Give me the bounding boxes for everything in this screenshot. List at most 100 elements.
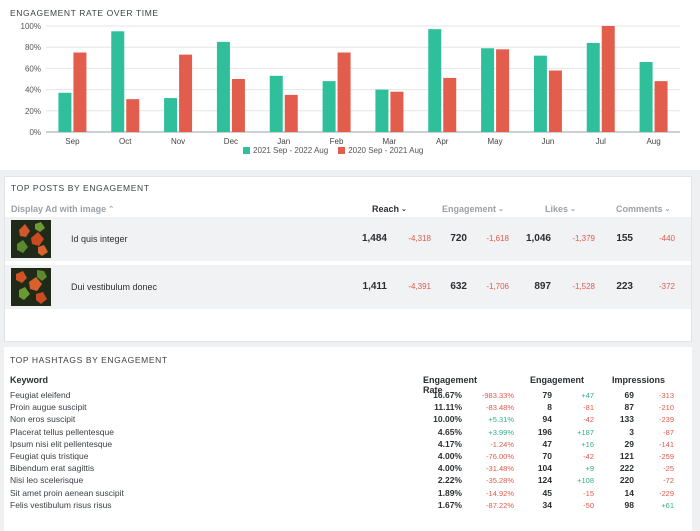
comments-delta: -372	[658, 282, 675, 291]
leaf-image-icon	[11, 220, 51, 258]
bar-current	[586, 42, 600, 132]
bar-previous	[126, 99, 140, 132]
bar-current	[164, 98, 178, 132]
hashtag-row[interactable]: Ipsum nisi elit pellentesque 4.17% -1.24% 4…	[4, 439, 692, 451]
x-tick-label: Jan	[277, 137, 290, 146]
legend-item-current[interactable]: 2021 Sep - 2022 Aug	[243, 146, 328, 155]
impressions-delta: -313	[658, 391, 674, 400]
posts-table-header: Display Ad with image ⌃ Reach ⌄ Engageme…	[5, 204, 691, 218]
engagement-rate-value: 11.11%	[434, 402, 462, 413]
hashtag-row[interactable]: Feugiat quis tristique 4.00% -76.00% 70 -42 1…	[4, 451, 692, 463]
engagement-rate-value: 1.67%	[437, 499, 462, 510]
bar-previous	[73, 52, 87, 132]
bar-previous	[179, 54, 193, 133]
x-tick-label: Nov	[171, 137, 185, 146]
chevron-down-icon: ⌄	[498, 206, 504, 213]
reach-value: 1,484	[361, 233, 387, 244]
engagement-sort[interactable]: Engagement ⌄	[442, 204, 504, 214]
likes-sort[interactable]: Likes ⌄	[545, 204, 576, 214]
hashtag-row[interactable]: Proin augue suscipit 11.11% -83.48% 8 -81 87 -…	[4, 402, 692, 414]
comments-header-label: Comments	[616, 204, 663, 214]
bar-previous	[496, 49, 510, 132]
engagement-value: 45	[542, 487, 552, 498]
hashtag-keyword: Felis vestibulum risus risus	[10, 499, 112, 510]
impressions-value: 14	[624, 487, 634, 498]
engagement-rate-delta: -87.22%	[486, 500, 514, 510]
bar-previous	[443, 77, 457, 132]
bar-previous	[337, 52, 351, 132]
bar-current	[428, 29, 442, 132]
hashtag-row[interactable]: Non eros suscipit 10.00% +5.31% 94 -42 133 -23…	[4, 414, 692, 426]
impressions-header[interactable]: Impressions	[612, 375, 666, 385]
engagement-value: 8	[547, 402, 552, 413]
keyword-header[interactable]: Keyword	[10, 375, 49, 385]
engagement-value: 70	[542, 451, 552, 461]
impressions-delta: -259	[658, 452, 674, 461]
comments-sort[interactable]: Comments ⌄	[616, 204, 670, 214]
y-tick-label: 60%	[25, 64, 41, 73]
post-title[interactable]: Id quis integer	[71, 234, 128, 244]
x-tick-label: Feb	[330, 137, 344, 146]
engagement-rate-value: 1.89%	[437, 487, 462, 498]
likes-delta: -1,528	[572, 282, 595, 291]
legend-item-previous[interactable]: 2020 Sep - 2021 Aug	[338, 146, 423, 155]
engagement-header-label: Engagement	[442, 204, 497, 214]
post-row[interactable]: Dui vestibulum donec 1,411 -4,391 632 -1…	[5, 265, 691, 309]
post-thumbnail[interactable]	[11, 268, 51, 306]
engagement-delta: -42	[583, 415, 594, 425]
impressions-value: 87	[624, 402, 634, 413]
engagement-rate-delta: -1.24%	[490, 439, 514, 449]
impressions-delta: -141	[658, 439, 674, 449]
engagement-value: 34	[542, 499, 552, 510]
bar-current	[533, 55, 547, 132]
legend-swatch-current	[243, 147, 250, 154]
hashtags-table-header: Keyword Engagement Rate ⌄ Engagement Imp…	[4, 375, 692, 395]
engagement-rate-delta: -983.33%	[481, 391, 514, 400]
engagement-chart: 0% 20% 40% 60% 80% 100% Sep Oct Nov Dec Jan Feb Mar A…	[21, 22, 680, 146]
hashtag-engagement-header[interactable]: Engagement	[530, 375, 585, 385]
hashtag-row[interactable]: Feugiat eleifend 16.67% -983.33% 79 +47 69 -31…	[4, 390, 692, 402]
engagement-delta: +9	[585, 464, 594, 474]
engagement-value: 124	[537, 475, 552, 486]
chevron-up-icon: ⌃	[108, 206, 115, 213]
bar-current	[269, 75, 283, 132]
x-tick-label: Apr	[436, 137, 449, 146]
display-ad-sort[interactable]: Display Ad with image ⌃	[11, 204, 114, 214]
engagement-rate-delta: -76.00%	[486, 452, 514, 461]
chevron-down-icon: ⌄	[423, 376, 429, 383]
impressions-value: 98	[624, 499, 634, 510]
engagement-rate-value: 2.22%	[437, 475, 462, 486]
hashtag-row[interactable]: Nisi leo scelerisque 2.22% -35.28% 124 +108 2…	[4, 475, 692, 487]
bar-previous	[231, 79, 245, 132]
y-tick-label: 0%	[29, 128, 41, 137]
hashtag-row[interactable]: Bibendum erat sagittis 4.00% -31.48% 104 +9 2…	[4, 463, 692, 475]
legend-label-current: 2021 Sep - 2022 Aug	[253, 146, 329, 155]
reach-sort[interactable]: Reach ⌄	[372, 204, 407, 214]
post-title[interactable]: Dui vestibulum donec	[71, 282, 158, 292]
engagement-delta: +16	[581, 439, 594, 449]
hashtag-keyword: Nisi leo scelerisque	[10, 475, 84, 486]
post-thumbnail[interactable]	[11, 220, 51, 258]
impressions-value: 220	[619, 475, 634, 486]
bar-previous	[601, 26, 615, 132]
comments-value: 223	[616, 281, 633, 292]
x-tick-label: Aug	[646, 137, 660, 146]
engagement-value: 196	[537, 426, 552, 437]
impressions-value: 133	[619, 414, 634, 425]
hashtag-row[interactable]: Sit amet proin aenean suscipit 1.89% -14.9…	[4, 488, 692, 500]
bar-current	[58, 92, 72, 132]
hashtag-keyword: Feugiat quis tristique	[10, 451, 89, 461]
post-row[interactable]: Id quis integer 1,484 -4,318 720 -1,618 …	[5, 217, 691, 261]
engagement-value: 47	[542, 438, 552, 449]
chevron-down-icon: ⌄	[401, 206, 407, 213]
engagement-value: 104	[537, 463, 552, 474]
hashtag-row[interactable]: Placerat tellus pellentesque 4.65% +3.99% 1…	[4, 427, 692, 439]
engagement-rate-delta: -35.28%	[486, 476, 514, 486]
comments-delta: -440	[658, 234, 675, 243]
hashtag-row[interactable]: Felis vestibulum risus risus 1.67% -87.22%…	[4, 500, 692, 512]
reach-delta: -4,391	[408, 282, 431, 291]
x-tick-label: Oct	[119, 137, 132, 146]
impressions-delta: -239	[658, 415, 674, 425]
x-tick-label: Mar	[383, 137, 397, 146]
engagement-delta: -1,618	[486, 234, 509, 243]
